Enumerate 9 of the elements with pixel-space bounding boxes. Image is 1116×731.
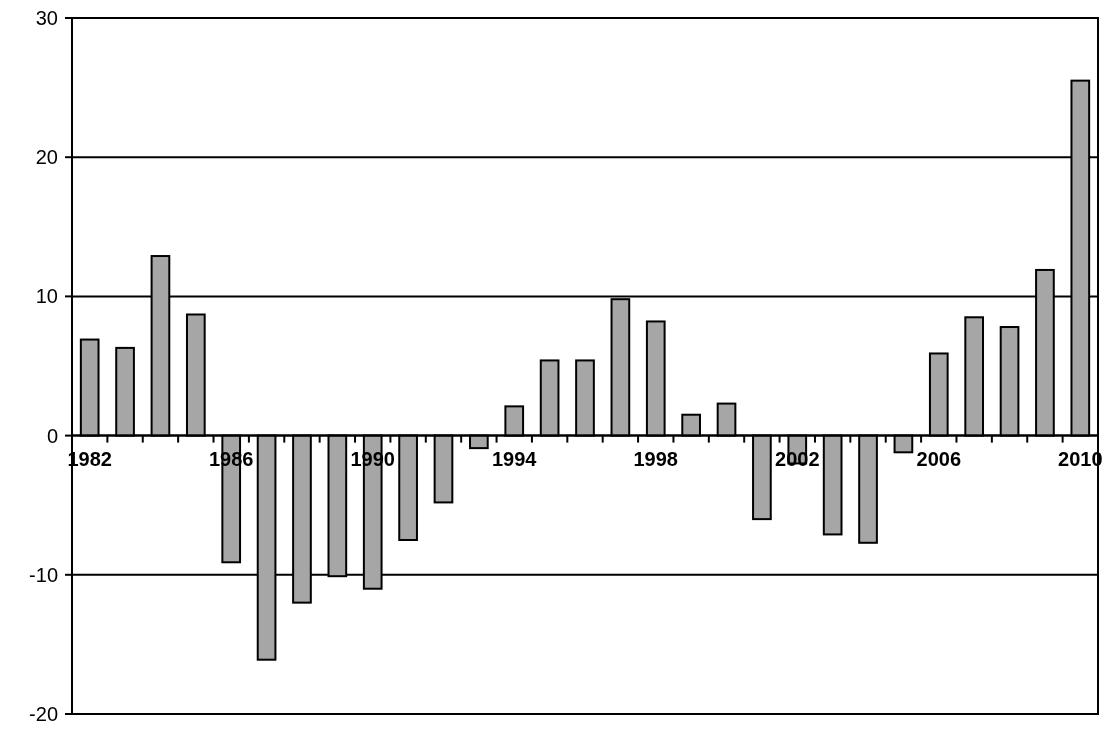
y-tick-label: -10: [29, 563, 58, 586]
y-tick-label: 0: [46, 424, 58, 447]
y-tick-label: -20: [29, 703, 58, 725]
x-tick-label: 1998: [633, 447, 679, 470]
y-tick-label: 20: [35, 146, 58, 169]
y-tick-label: 30: [35, 7, 58, 29]
x-tick-label: 2006: [916, 447, 962, 470]
y-tick-label: 10: [35, 285, 58, 308]
x-tick-label: 1994: [491, 447, 538, 470]
